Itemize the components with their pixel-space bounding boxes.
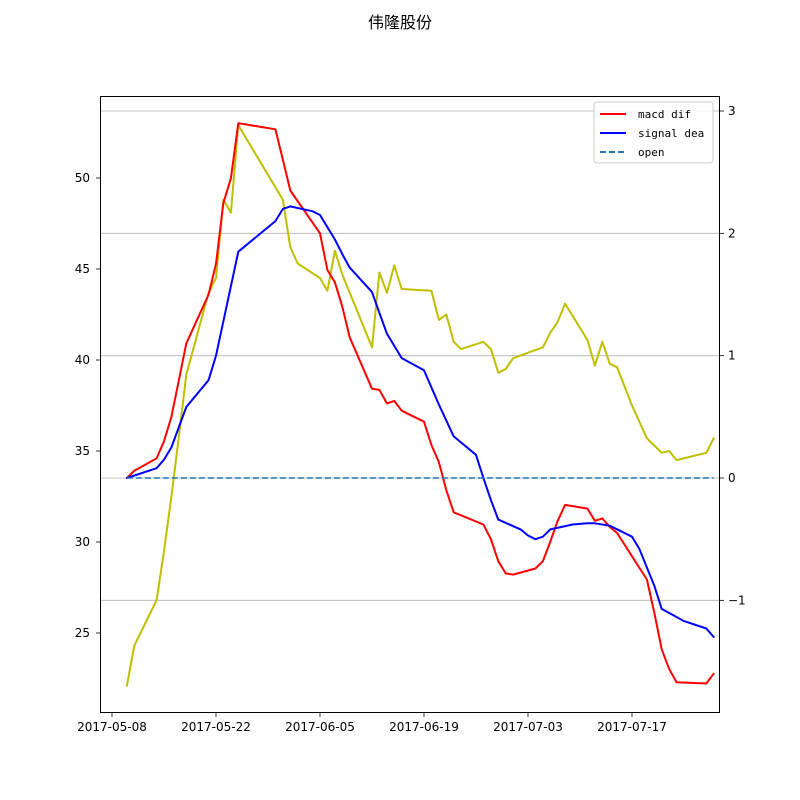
right-tick-label: −1 <box>728 593 746 607</box>
chart-title: 伟隆股份 <box>368 13 432 32</box>
legend-box <box>593 101 714 164</box>
x-tick-label: 2017-07-17 <box>597 720 667 734</box>
left-tick-label: 25 <box>75 626 90 640</box>
price-line <box>125 124 715 687</box>
left-tick-label: 50 <box>75 171 90 185</box>
legend-label: open <box>638 146 665 159</box>
macd-dif-line <box>125 122 715 685</box>
left-tick-label: 30 <box>75 535 90 549</box>
grid-layer <box>100 110 720 601</box>
left-tick-label: 45 <box>75 262 90 276</box>
x-tick-label: 2017-07-03 <box>493 720 563 734</box>
legend: macd dif signal dea open <box>593 101 714 164</box>
legend-label: macd dif <box>638 108 691 121</box>
plot-frame <box>100 96 720 713</box>
x-tick-label: 2017-06-05 <box>285 720 355 734</box>
legend-label: signal dea <box>638 127 704 140</box>
right-tick-label: 3 <box>728 104 736 118</box>
axes-layer: −1 0 1 2 3 25 30 35 40 45 50 2017-05-08 2017-05-22 20… <box>75 104 746 734</box>
signal-dea-line <box>125 205 715 638</box>
x-tick-label: 2017-05-22 <box>181 720 251 734</box>
x-tick-label: 2017-05-08 <box>77 720 147 734</box>
right-tick-label: 0 <box>728 471 736 485</box>
x-tick-label: 2017-06-19 <box>389 720 459 734</box>
series-layer <box>125 122 715 687</box>
right-tick-label: 1 <box>728 349 736 363</box>
left-tick-label: 35 <box>75 444 90 458</box>
left-tick-label: 40 <box>75 353 90 367</box>
right-tick-label: 2 <box>728 226 736 240</box>
